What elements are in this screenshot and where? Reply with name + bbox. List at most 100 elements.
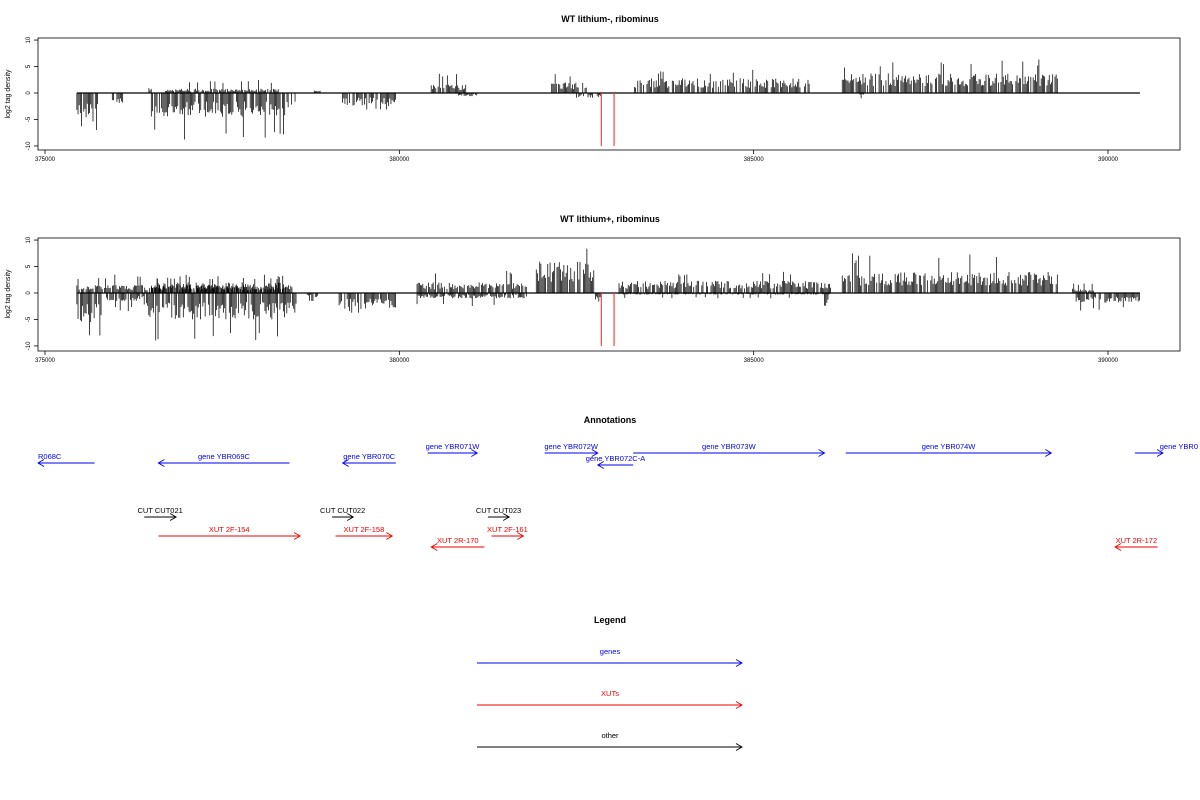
bar xyxy=(306,293,318,302)
feature-label: XUT 2F-158 xyxy=(344,525,385,534)
arrow-head xyxy=(341,459,349,467)
feature-label: gene YBR072C-A xyxy=(586,454,645,463)
feature-label: gene YBR070C xyxy=(343,452,396,461)
y-tick-label: 5 xyxy=(26,64,32,68)
bar-segment xyxy=(416,293,527,307)
feature-cut-cut023: CUT CUT023 xyxy=(476,506,521,521)
feature-label: gene YBR0 xyxy=(1160,442,1198,451)
feature-label: XUT 2F-154 xyxy=(209,525,250,534)
legend-item-xuts: XUTs xyxy=(477,689,743,709)
arrow-head xyxy=(471,449,479,457)
bar-segment xyxy=(633,69,810,93)
bar xyxy=(618,271,831,293)
bar xyxy=(1072,283,1094,293)
arrow-head xyxy=(293,532,302,540)
bar-segment xyxy=(618,293,830,299)
feature-xut-2r-172: XUT 2R-172 xyxy=(1114,536,1158,551)
x-tick-label: 385000 xyxy=(744,157,765,163)
legend-items: genes XUTs other xyxy=(477,647,743,751)
arrow-head xyxy=(386,532,394,540)
bar-segment xyxy=(143,293,297,341)
bar xyxy=(111,93,124,103)
arrow-head xyxy=(347,513,355,521)
legend-title: Legend xyxy=(594,615,626,625)
arrow-head xyxy=(430,543,438,551)
feature-xut-2f-161: XUT 2F-161 xyxy=(487,525,528,540)
bar-segment xyxy=(76,93,98,131)
marker-lines xyxy=(600,293,615,346)
bar xyxy=(106,293,144,312)
feature-gene-ybr069c: gene YBR069C xyxy=(157,452,290,467)
x-tick-label: 380000 xyxy=(389,157,410,163)
bar xyxy=(416,293,527,307)
arrow-head xyxy=(502,513,511,521)
bar-segment xyxy=(430,73,467,93)
feature-xut-2r-170: XUT 2R-170 xyxy=(430,536,485,551)
bar xyxy=(143,293,297,341)
bar xyxy=(594,293,602,302)
marker-lines xyxy=(600,93,615,146)
bar-series xyxy=(76,248,1140,341)
bar xyxy=(551,74,587,93)
arrow-head xyxy=(169,513,177,521)
bar xyxy=(76,93,98,131)
feature-label: gene YBR069C xyxy=(198,452,251,461)
bar xyxy=(576,93,602,98)
bar xyxy=(150,276,287,293)
bar xyxy=(1075,293,1140,311)
legend-label: XUTs xyxy=(601,689,619,698)
feature-label: CUT CUT021 xyxy=(138,506,183,515)
annotations-title: Annotations xyxy=(584,415,637,425)
bar-segment xyxy=(841,253,1058,293)
feature-label: gene YBR073W xyxy=(702,442,757,451)
feature-label: XUT 2F-161 xyxy=(487,525,528,534)
arrow-head xyxy=(517,532,525,540)
x-tick-label: 380000 xyxy=(389,358,410,364)
bar-segment xyxy=(106,293,144,312)
feature-cut-cut021: CUT CUT021 xyxy=(138,506,183,521)
bar-segment xyxy=(618,271,831,293)
arrow-head xyxy=(37,459,45,467)
feature-cut-cut022: CUT CUT022 xyxy=(320,506,365,521)
bar-segment xyxy=(148,88,152,93)
y-tick-label: 0 xyxy=(26,291,32,295)
bar xyxy=(76,293,102,336)
feature-r068c: R068C xyxy=(37,452,95,467)
bar xyxy=(165,79,279,93)
plot-frame xyxy=(37,37,1181,151)
feature-label: CUT CUT022 xyxy=(320,506,365,515)
y-tick-label: 5 xyxy=(26,264,32,268)
feature-label: gene YBR071W xyxy=(426,442,481,451)
feature-label: gene YBR074W xyxy=(922,442,977,451)
bar-segment xyxy=(841,59,1058,93)
bar xyxy=(430,73,467,93)
arrow-head xyxy=(735,743,743,751)
bar xyxy=(841,253,1058,293)
feature-gene-ybr071w: gene YBR071W xyxy=(426,442,481,457)
bar-segment xyxy=(1072,283,1094,293)
legend-item-genes: genes xyxy=(477,647,743,667)
bar xyxy=(313,90,321,93)
y-tick-label: 10 xyxy=(26,236,32,243)
y-tick-label: 0 xyxy=(26,91,32,95)
arrow-head xyxy=(1045,449,1053,457)
axis-ticks: 375000 380000 385000 390000 -10 -5 0 5 10 xyxy=(26,36,1119,163)
y-axis-label: log2 tag density xyxy=(5,269,12,319)
annotations-track: Annotations R068C gene YBR069C gene YBR070… xyxy=(37,415,1198,551)
y-axis-label: log2 tag density xyxy=(5,69,12,119)
chart-panel-lithium-plus: WT lithium+, ribominus log2 tag density … xyxy=(5,214,1181,364)
bar xyxy=(457,93,478,97)
feature-gene-ybr073w: gene YBR073W xyxy=(633,442,826,457)
bar-segment xyxy=(338,293,396,313)
y-tick-label: -5 xyxy=(26,316,32,322)
x-tick-label: 390000 xyxy=(1098,157,1119,163)
arrow-head xyxy=(1114,543,1122,551)
x-tick-label: 385000 xyxy=(744,358,765,364)
bar xyxy=(535,248,595,293)
bar-segment xyxy=(342,93,396,110)
arrow-head xyxy=(735,701,743,709)
bar-segment xyxy=(416,270,527,293)
bar-segment xyxy=(165,79,279,93)
feature-list: R068C gene YBR069C gene YBR070C gene YBR071… xyxy=(37,442,1198,551)
